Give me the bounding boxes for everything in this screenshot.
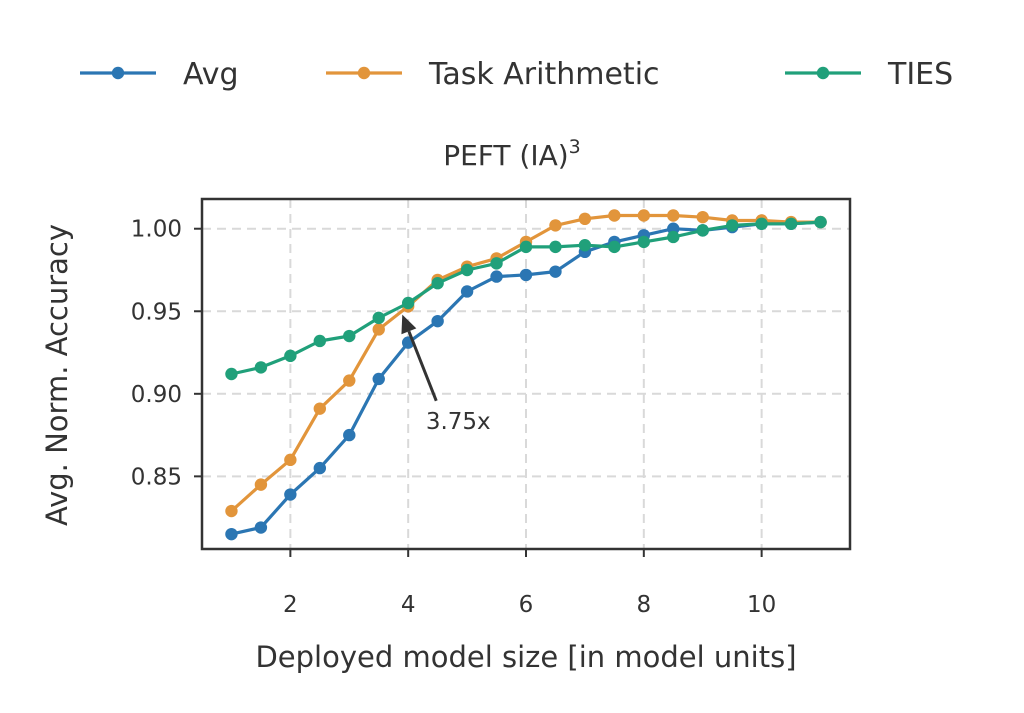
data-point [578, 212, 592, 226]
legend-label: Task Arithmetic [428, 57, 660, 92]
data-point [519, 268, 533, 282]
y-tick-label: 0.90 [131, 382, 182, 408]
data-point [372, 372, 385, 386]
data-point [549, 240, 562, 254]
x-tick-label: 4 [401, 592, 416, 618]
annotation-label: 3.75x [426, 409, 491, 435]
x-tick-label: 6 [519, 592, 534, 618]
data-point [460, 263, 474, 277]
chart-title-main: PEFT (IA) [443, 139, 568, 172]
data-point [519, 240, 533, 254]
data-point [725, 219, 739, 232]
legend-item-avg: Avg [80, 57, 239, 92]
legend-item-task-arithmetic: Task Arithmetic [326, 57, 660, 92]
data-point [578, 239, 592, 252]
data-point [284, 349, 297, 363]
series-group [225, 209, 827, 541]
data-point [608, 240, 621, 254]
data-point [460, 285, 474, 298]
data-point [696, 210, 709, 224]
data-point [225, 504, 238, 518]
data-point [431, 276, 444, 290]
data-point [343, 374, 356, 387]
x-tick-label: 2 [283, 592, 298, 618]
data-point [696, 224, 709, 237]
data-point [313, 461, 327, 475]
data-point [784, 217, 798, 230]
data-point [254, 521, 268, 534]
data-point [608, 209, 621, 222]
y-tick-label: 0.95 [131, 299, 182, 325]
legend-marker [111, 66, 125, 80]
data-point [814, 215, 827, 229]
legend-marker [816, 66, 830, 80]
data-point [225, 367, 238, 381]
data-point [490, 270, 503, 283]
data-point [549, 265, 562, 278]
data-point [225, 527, 238, 541]
data-point [401, 296, 415, 310]
data-point [343, 329, 356, 343]
data-point [667, 209, 680, 222]
data-point [343, 428, 356, 442]
legend-item-ties: TIES [785, 57, 953, 92]
legend-marker [357, 66, 371, 80]
x-tick-label: 8 [636, 592, 651, 618]
data-point [549, 219, 562, 232]
data-point [490, 257, 503, 270]
data-point [431, 314, 444, 328]
legend-label: Avg [183, 57, 239, 92]
data-point [755, 217, 768, 230]
y-tick-label: 0.85 [131, 464, 182, 490]
y-axis-label: Avg. Norm. Accuracy [40, 224, 74, 526]
data-point [313, 402, 327, 415]
annotation-arrow-line [407, 330, 438, 402]
annotation: 3.75x [401, 314, 491, 435]
data-point [372, 311, 385, 325]
data-point [637, 209, 651, 222]
series-ties [225, 215, 827, 381]
plot-area: 2 4 6 8 10 0.85 0.90 0.95 1.00 3.75x [131, 197, 852, 618]
chart-title: PEFT (IA)3 [443, 136, 581, 172]
legend-label: TIES [887, 57, 953, 92]
data-point [284, 488, 297, 501]
annotation-arrow-head [401, 314, 417, 335]
data-point [667, 230, 680, 244]
chart-title-superscript: 3 [569, 136, 581, 158]
data-point [372, 323, 385, 336]
x-axis-label: Deployed model size [in model units] [255, 640, 796, 674]
y-tick-label: 1.00 [131, 217, 182, 243]
data-point [313, 334, 327, 348]
y-axis-ticks: 0.85 0.90 0.95 1.00 [131, 217, 202, 490]
x-axis-ticks: 2 4 6 8 10 [283, 549, 776, 618]
data-point [254, 478, 268, 491]
legend: Avg Task Arithmetic TIES [80, 57, 953, 92]
data-point [637, 235, 651, 249]
x-tick-label: 10 [747, 592, 776, 618]
data-point [254, 361, 268, 374]
data-point [284, 453, 297, 467]
